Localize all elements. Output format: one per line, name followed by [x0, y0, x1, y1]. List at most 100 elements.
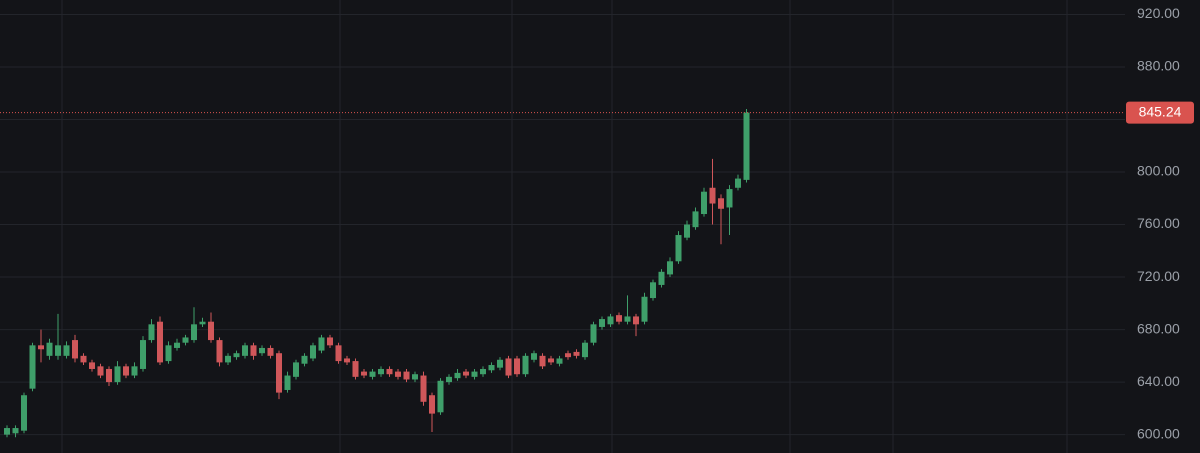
- candle-body: [531, 353, 537, 360]
- candle-body: [616, 315, 622, 322]
- candle-body: [293, 362, 299, 377]
- y-tick-label: 760.00: [1137, 215, 1180, 231]
- candle-body: [565, 353, 571, 358]
- candle-body: [301, 355, 308, 364]
- candle-body: [4, 428, 10, 435]
- candle-body: [692, 211, 699, 228]
- candle-body: [463, 371, 469, 376]
- vertical-grid: [61, 0, 1068, 453]
- candle-body: [148, 324, 155, 341]
- candle-body: [191, 324, 197, 341]
- candle-body: [225, 355, 231, 363]
- candle-body: [437, 380, 444, 413]
- candle-body: [327, 337, 333, 346]
- candle-body: [199, 321, 206, 325]
- candle-body: [106, 368, 112, 383]
- y-tick-label: 600.00: [1137, 425, 1180, 441]
- candle-body: [709, 187, 716, 204]
- candle-body: [216, 340, 223, 363]
- candle-body: [514, 358, 520, 375]
- candle-body: [29, 345, 36, 389]
- candle-body: [624, 316, 631, 322]
- candle-body: [369, 371, 376, 377]
- candle-body: [420, 375, 427, 402]
- candle-body: [650, 282, 656, 299]
- candle-body: [21, 395, 27, 431]
- candle-body: [701, 191, 707, 215]
- candle-body: [641, 296, 648, 322]
- y-tick-label: 640.00: [1137, 373, 1180, 389]
- candle-body: [250, 345, 257, 356]
- candle-body: [233, 353, 240, 358]
- candle-body: [284, 375, 291, 390]
- candle-body: [140, 340, 146, 369]
- candle-body: [556, 358, 563, 364]
- candle-body: [548, 358, 554, 363]
- candle-body: [165, 345, 172, 362]
- candle-body: [395, 371, 401, 377]
- candle-body: [97, 366, 104, 376]
- candle-body: [361, 371, 367, 376]
- candle-body: [412, 374, 418, 380]
- candle-body: [46, 342, 53, 356]
- candle-body: [114, 366, 121, 383]
- candle-body: [590, 324, 597, 343]
- candle-body: [684, 224, 690, 238]
- last-price-box: [1126, 101, 1194, 124]
- candle-body: [344, 358, 350, 363]
- candle-body: [446, 376, 452, 383]
- candle-body: [633, 316, 639, 325]
- candle-body: [505, 358, 512, 376]
- candle-body: [72, 340, 78, 359]
- candle-body: [573, 351, 580, 356]
- candle-body: [63, 345, 70, 356]
- candle-body: [267, 347, 274, 356]
- y-tick-label: 920.00: [1137, 5, 1180, 21]
- candle-body: [718, 198, 724, 209]
- candle-body: [318, 337, 325, 351]
- candle-body: [429, 395, 435, 414]
- candle-body: [675, 235, 682, 262]
- last-price-label: 845.24: [1139, 103, 1182, 119]
- candle-body: [259, 347, 265, 354]
- candle-body: [12, 428, 19, 434]
- candle-body: [276, 353, 282, 393]
- candle-body: [497, 359, 503, 368]
- candle-body: [480, 368, 486, 375]
- candle-body: [131, 366, 138, 376]
- candle-body: [38, 345, 44, 350]
- candle-body: [352, 361, 359, 377]
- candle-body: [157, 321, 163, 363]
- candle-body: [80, 355, 87, 363]
- candle-body: [182, 337, 189, 343]
- candle-body: [454, 372, 461, 379]
- y-tick-label: 800.00: [1137, 163, 1180, 179]
- candle-body: [539, 355, 546, 367]
- candle-body: [174, 342, 180, 348]
- candle-body: [743, 112, 750, 180]
- candle-body: [522, 355, 529, 375]
- candle-body: [55, 345, 61, 356]
- candle-body: [378, 368, 384, 375]
- candle-body: [208, 321, 214, 341]
- candle-body: [599, 319, 605, 327]
- candle-body: [242, 345, 248, 356]
- candle-body: [735, 178, 741, 188]
- candle-body: [310, 345, 316, 359]
- candle-body: [667, 261, 673, 275]
- candle-body: [335, 345, 342, 362]
- candle-body: [658, 271, 665, 285]
- candle-body: [726, 189, 733, 208]
- candle-body: [607, 316, 614, 325]
- candle-body: [488, 365, 495, 371]
- candle-body: [89, 362, 95, 369]
- candle-body: [386, 368, 393, 375]
- candle-body: [123, 366, 129, 376]
- candle-body: [471, 371, 478, 377]
- y-tick-label: 720.00: [1137, 268, 1180, 284]
- candle-body: [403, 371, 410, 380]
- y-tick-label: 880.00: [1137, 58, 1180, 74]
